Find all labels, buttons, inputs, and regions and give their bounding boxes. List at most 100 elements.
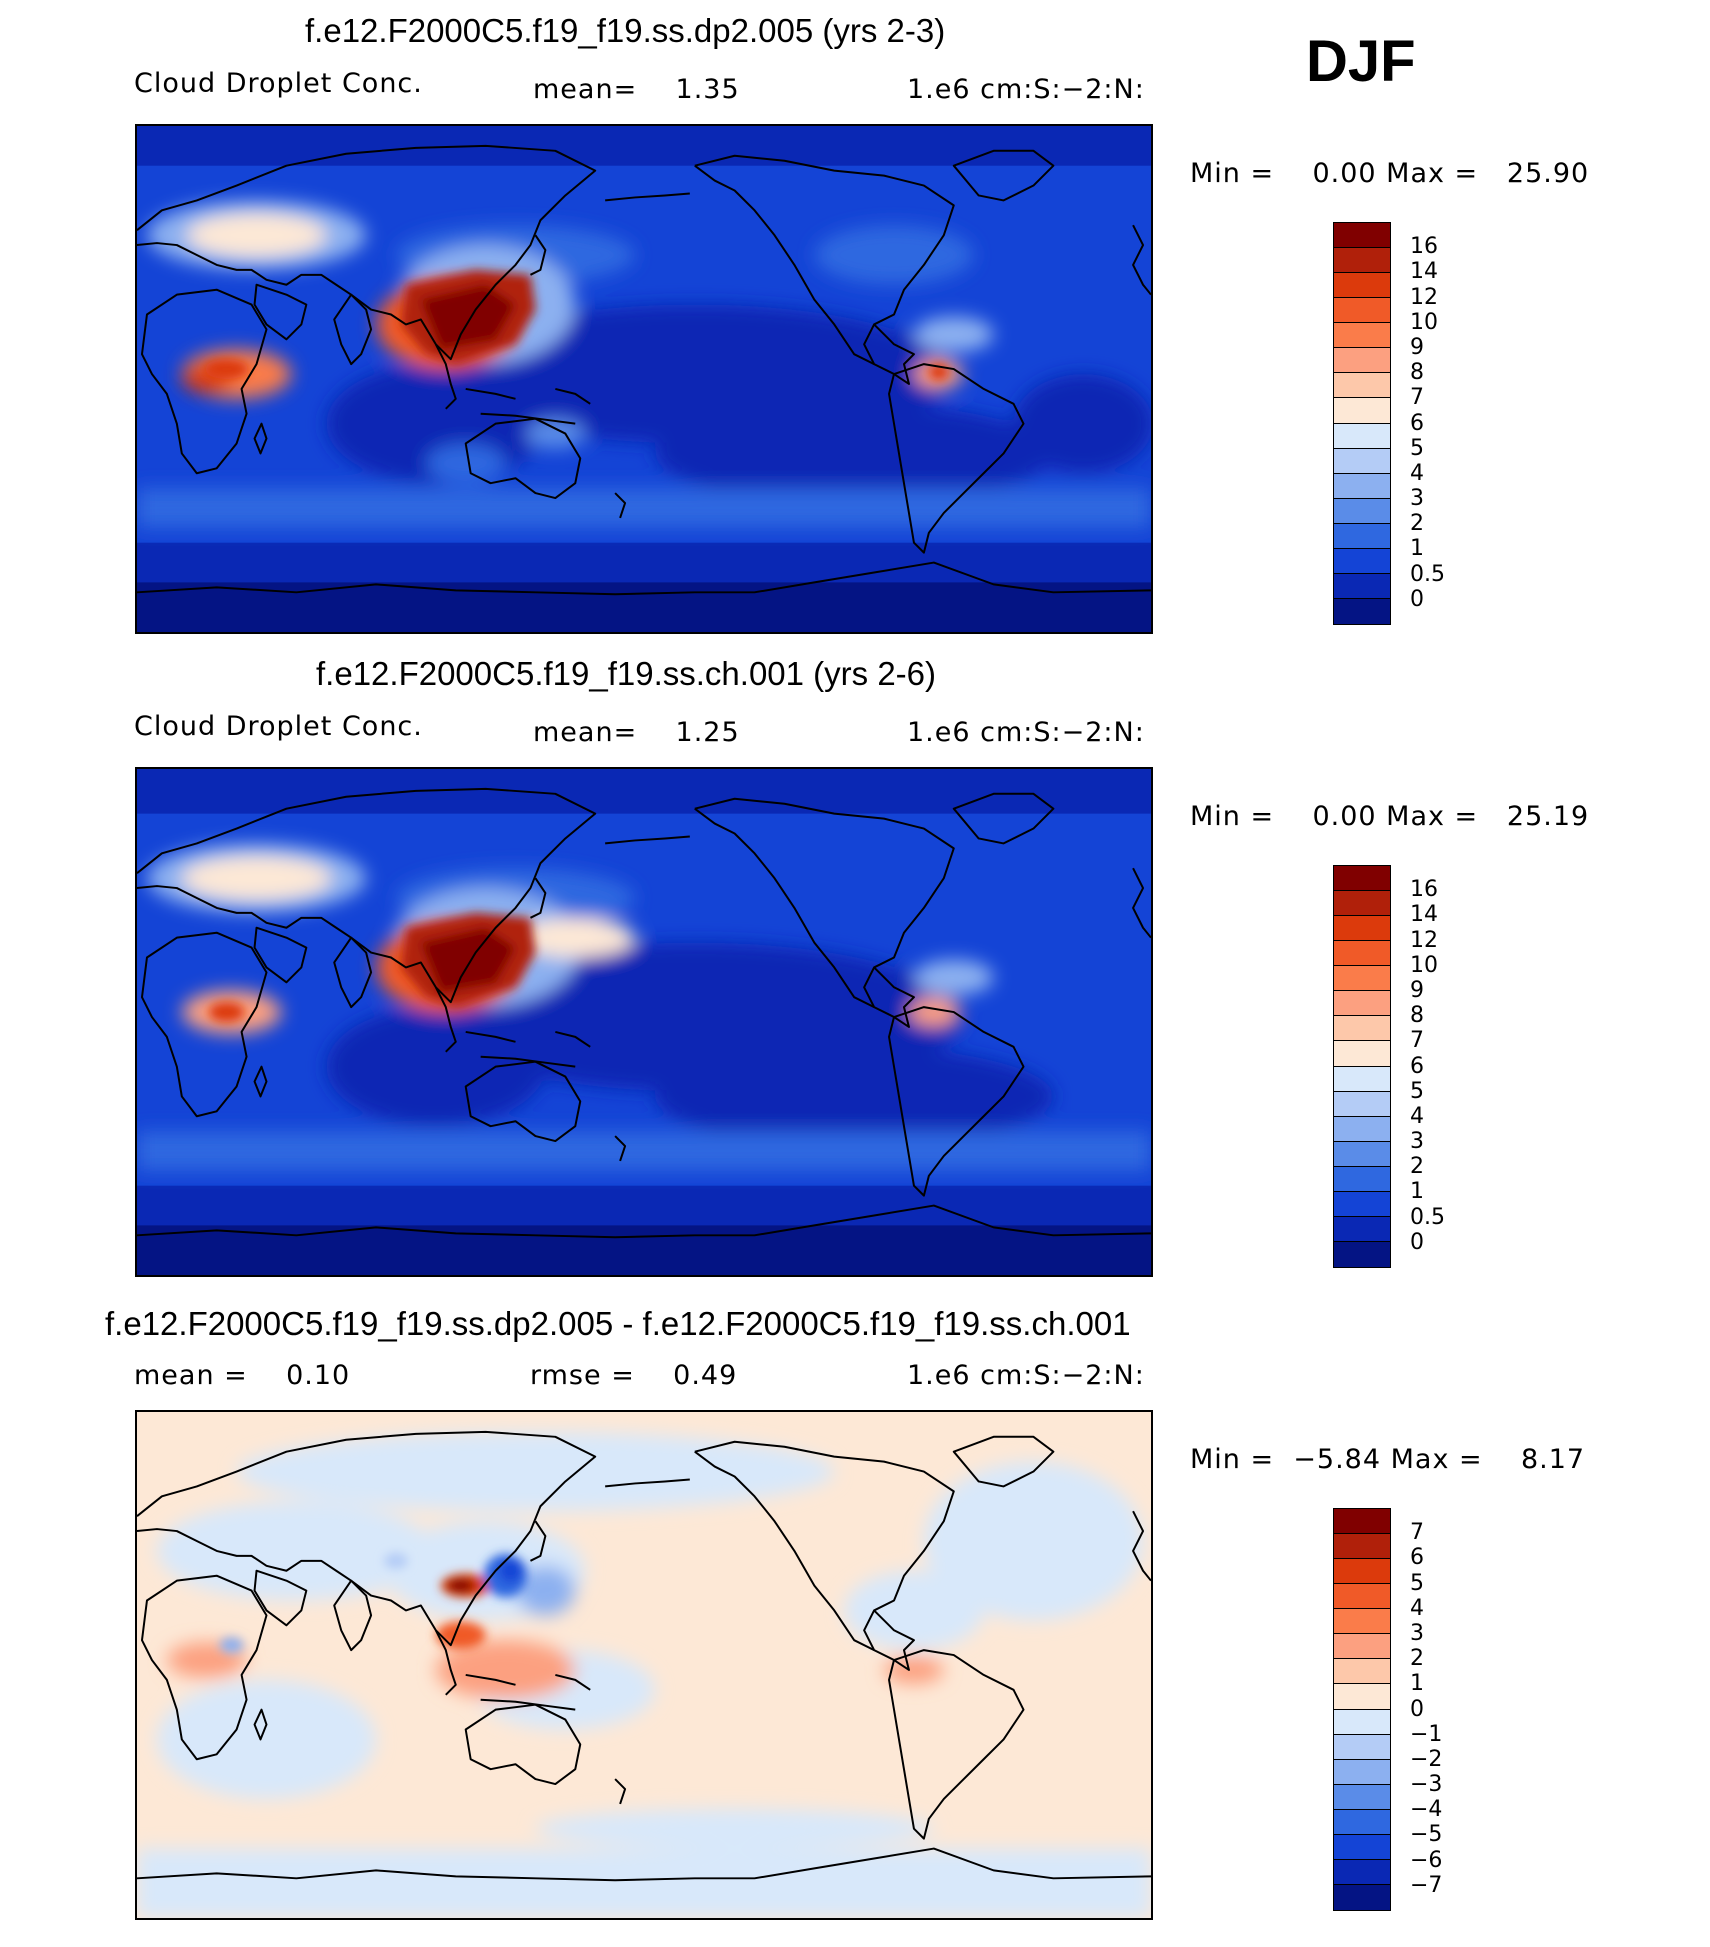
- colorbar-tick-label: 7: [1410, 1028, 1424, 1054]
- colorbar-segment: [1334, 348, 1390, 374]
- colorbar-tick-label: 3: [1410, 486, 1424, 512]
- colorbar-segment: [1334, 573, 1390, 599]
- colorbar-segment: [1334, 523, 1390, 549]
- colorbar-tick-label: −2: [1410, 1746, 1443, 1772]
- colorbar-segment: [1334, 223, 1390, 249]
- panel-2-min-max: Min = 0.00 Max = 25.19: [1190, 801, 1590, 832]
- colorbar-segment: [1334, 1216, 1390, 1242]
- colorbar-tick-label: 16: [1410, 877, 1438, 903]
- colorbar-tick-label: 9: [1410, 334, 1424, 360]
- colorbar-tick-label: 12: [1410, 927, 1438, 953]
- colorbar-tick-label: 2: [1410, 1154, 1424, 1180]
- panel-2-title: f.e12.F2000C5.f19_f19.ss.ch.001 (yrs 2-6…: [316, 655, 937, 692]
- colorbar-tick-label: 10: [1410, 309, 1438, 335]
- colorbar-segment: [1334, 448, 1390, 474]
- colorbar-tick-label: −1: [1410, 1721, 1443, 1747]
- panel-3-map-svg: [137, 1412, 1151, 1918]
- colorbar-tick-label: 7: [1410, 385, 1424, 411]
- colorbar-segment: [1334, 1091, 1390, 1117]
- colorbar-segment: [1334, 1141, 1390, 1167]
- colorbar-tick-label: 0.5: [1410, 1204, 1445, 1230]
- colorbar-segment: [1334, 1784, 1390, 1810]
- colorbar-segment: [1334, 1041, 1390, 1067]
- colorbar-tick-label: 1: [1410, 1179, 1424, 1205]
- colorbar-segment: [1334, 1634, 1390, 1660]
- colorbar-segment: [1334, 248, 1390, 274]
- panel-1-title: f.e12.F2000C5.f19_f19.ss.dp2.005 (yrs 2-…: [305, 12, 946, 49]
- panel-1-min-max: Min = 0.00 Max = 25.90: [1190, 158, 1590, 189]
- colorbar-segment: [1334, 1684, 1390, 1710]
- colorbar-tick-label: 3: [1410, 1129, 1424, 1155]
- colorbar-tick-label: −4: [1410, 1797, 1443, 1823]
- colorbar-segment: [1334, 1584, 1390, 1610]
- colorbar-segment: [1334, 1509, 1390, 1535]
- colorbar-tick-label: 14: [1410, 902, 1438, 928]
- panel-2-map-svg: [137, 769, 1151, 1275]
- colorbar-segment: [1334, 473, 1390, 499]
- colorbar-segment: [1334, 598, 1390, 624]
- colorbar-segment: [1334, 1559, 1390, 1585]
- colorbar-segment: [1334, 1734, 1390, 1760]
- colorbar-segment: [1334, 1709, 1390, 1735]
- colorbar-segment: [1334, 1834, 1390, 1860]
- colorbar-tick-label: 7: [1410, 1520, 1424, 1546]
- colorbar-tick-label: 2: [1410, 1646, 1424, 1672]
- colorbar-segment: [1334, 1066, 1390, 1092]
- colorbar-tick-label: 4: [1410, 1595, 1424, 1621]
- colorbar-tick-label: 4: [1410, 460, 1424, 486]
- panel-3-mean-label: mean = 0.10: [134, 1360, 351, 1391]
- panel-1-variable-label: Cloud Droplet Conc.: [134, 68, 423, 99]
- colorbar-tick-label: 14: [1410, 259, 1438, 285]
- colorbar-tick-label: 5: [1410, 1570, 1424, 1596]
- colorbar-tick-label: 3: [1410, 1620, 1424, 1646]
- colorbar-tick-label: 12: [1410, 284, 1438, 310]
- panel-1-map: [135, 124, 1153, 634]
- colorbar-tick-label: 5: [1410, 435, 1424, 461]
- colorbar-segment: [1334, 1241, 1390, 1267]
- colorbar-segment: [1334, 1166, 1390, 1192]
- colorbar-segment: [1334, 991, 1390, 1017]
- colorbar-segment: [1334, 373, 1390, 399]
- colorbar-tick-label: 2: [1410, 511, 1424, 537]
- season-label: DJF: [1306, 29, 1416, 94]
- colorbar-segment: [1334, 1884, 1390, 1910]
- colorbar-tick-label: 0.5: [1410, 561, 1445, 587]
- colorbar-tick-label: 4: [1410, 1103, 1424, 1129]
- colorbar-segment: [1334, 866, 1390, 892]
- colorbar-segment: [1334, 423, 1390, 449]
- colorbar-tick-label: 16: [1410, 234, 1438, 260]
- colorbar-tick-label: 1: [1410, 1671, 1424, 1697]
- colorbar-segment: [1334, 1859, 1390, 1885]
- colorbar-segment: [1334, 1759, 1390, 1785]
- panel-3-map: [135, 1410, 1153, 1920]
- colorbar-tick-label: −7: [1410, 1872, 1443, 1898]
- colorbar-tick-label: 6: [1410, 410, 1424, 436]
- colorbar-segment: [1334, 1116, 1390, 1142]
- panel-2-variable-label: Cloud Droplet Conc.: [134, 711, 423, 742]
- colorbar-segment: [1334, 1534, 1390, 1560]
- colorbar-tick-label: −3: [1410, 1772, 1443, 1798]
- panel-3-min-max: Min = −5.84 Max = 8.17: [1190, 1444, 1586, 1475]
- panel-3-units-label: 1.e6 cm:S:−2:N:: [907, 1360, 1145, 1391]
- panel-1-map-svg: [137, 126, 1151, 632]
- colorbar-segment: [1334, 323, 1390, 349]
- colorbar-tick-label: 9: [1410, 977, 1424, 1003]
- colorbar-segment: [1334, 941, 1390, 967]
- colorbar-tick-label: 8: [1410, 360, 1424, 386]
- colorbar-segment: [1334, 916, 1390, 942]
- panel-2-units-label: 1.e6 cm:S:−2:N:: [907, 717, 1145, 748]
- colorbar-segment: [1334, 398, 1390, 424]
- panel-3-rmse-label: rmse = 0.49: [530, 1360, 738, 1391]
- panel-2-mean-label: mean= 1.25: [533, 717, 740, 748]
- colorbar-segment: [1334, 966, 1390, 992]
- colorbar-segment: [1334, 273, 1390, 299]
- colorbar-tick-label: 0: [1410, 1229, 1424, 1255]
- panel-1-units-label: 1.e6 cm:S:−2:N:: [907, 74, 1145, 105]
- colorbar-tick-label: 6: [1410, 1545, 1424, 1571]
- panel-3-title: f.e12.F2000C5.f19_f19.ss.dp2.005 - f.e12…: [105, 1305, 1131, 1342]
- colorbar-segment: [1334, 1809, 1390, 1835]
- panel-1-mean-label: mean= 1.35: [533, 74, 740, 105]
- colorbar-tick-label: 1: [1410, 536, 1424, 562]
- colorbar-tick-label: −5: [1410, 1822, 1443, 1848]
- colorbar-segment: [1334, 891, 1390, 917]
